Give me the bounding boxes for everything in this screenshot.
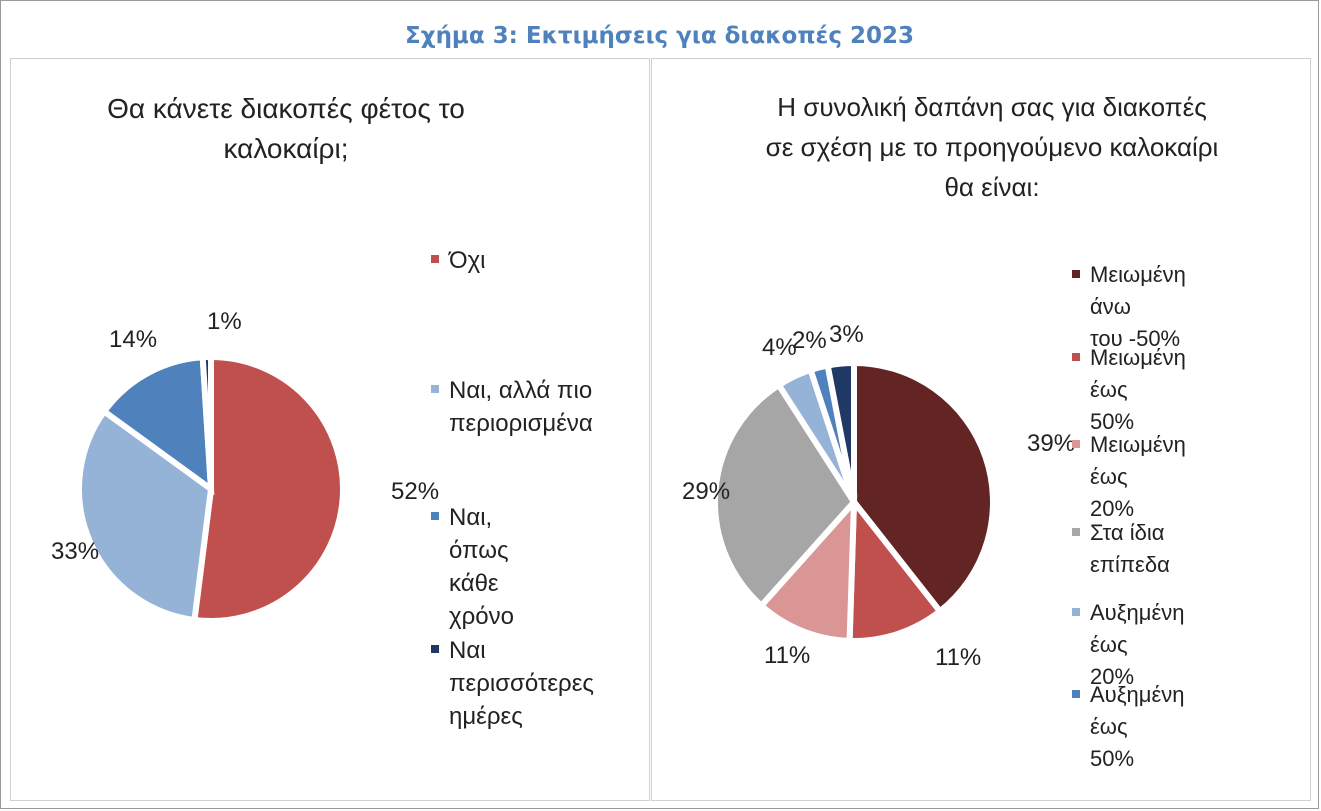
- legend-label: Ναι περισσότερες ημέρες: [449, 637, 594, 730]
- legend-swatch: [1072, 270, 1080, 278]
- legend-label: Μειωμένη έως 20%: [1090, 432, 1186, 521]
- legend-swatch: [431, 385, 439, 393]
- pie-slice-vacation-1: [191, 353, 346, 624]
- legend-item-vacation-4: Ναι περισσότερες ημέρες: [431, 634, 594, 733]
- legend-label: Όχι: [449, 247, 486, 274]
- legend-item-vacation-3: Ναι, όπως κάθε χρόνο: [431, 501, 514, 633]
- pie-slice-vacation-3: [100, 354, 215, 496]
- data-label-spending-7: 3%: [829, 321, 864, 348]
- chart-title-vacation: Θα κάνετε διακοπές φέτος το καλοκαίρι;: [107, 93, 465, 164]
- data-label-vacation-2: 33%: [51, 538, 99, 565]
- legend-item-vacation-1: Όχι: [431, 244, 486, 277]
- legend-swatch: [1072, 440, 1080, 448]
- legend-label: Μειωμένη άνω του -50%: [1090, 262, 1186, 351]
- legend-item-spending-3: Μειωμένη έως 20%: [1072, 429, 1186, 525]
- legend-item-spending-6: Αυξημένη έως 50%: [1072, 679, 1185, 775]
- data-label-spending-5: 4%: [762, 334, 797, 361]
- legend-item-vacation-2: Ναι, αλλά πιο περιορισμένα: [431, 374, 593, 440]
- legend-swatch: [1072, 353, 1080, 361]
- figure-title: Σχήμα 3: Εκτιμήσεις για διακοπές 2023: [405, 23, 914, 49]
- data-label-vacation-4: 1%: [207, 308, 242, 335]
- legend-item-spending-1: Μειωμένη άνω του -50%: [1072, 259, 1186, 355]
- pie-slice-spending-3: [757, 493, 858, 645]
- legend-swatch: [431, 645, 439, 653]
- pie-chart-spending: 39% 11% 11% 29% 4%2% 3%: [682, 321, 1075, 671]
- legend-label: Ναι, αλλά πιο περιορισμένα: [449, 377, 593, 437]
- legend-label: Ναι, όπως κάθε χρόνο: [449, 504, 514, 630]
- data-label-spending-2: 11%: [935, 644, 981, 671]
- chart-title-spending: Η συνολική δαπάνη σας για διακοπές σε σχ…: [765, 92, 1219, 202]
- legend-swatch: [1072, 608, 1080, 616]
- legend-item-spending-2: Μειωμένη έως 50%: [1072, 342, 1186, 438]
- pie-chart-vacation: 52% 33% 14% 1%: [51, 308, 439, 624]
- chart-panel-vacation: Θα κάνετε διακοπές φέτος το καλοκαίρι; 5…: [10, 58, 650, 801]
- pie-slice-vacation-4: [199, 353, 214, 490]
- legend-swatch: [1072, 690, 1080, 698]
- pie-slice-spending-2: [846, 493, 945, 644]
- data-label-spending-3: 11%: [764, 642, 810, 669]
- legend-label: Αυξημένη έως 20%: [1090, 600, 1185, 689]
- chart-panel-spending: Η συνολική δαπάνη σας για διακοπές σε σχ…: [651, 58, 1311, 801]
- legend-label: Στα ίδια επίπεδα: [1090, 520, 1170, 577]
- data-label-spending-1: 39%: [1027, 430, 1075, 457]
- data-label-vacation-3: 14%: [109, 326, 157, 353]
- pie-slice-spending-1: [851, 359, 996, 616]
- legend-label: Αυξημένη έως 50%: [1090, 682, 1185, 771]
- data-label-vacation-1: 52%: [391, 478, 439, 505]
- pie-slice-spending-4: [712, 380, 858, 610]
- data-label-spending-4: 29%: [682, 478, 730, 505]
- legend-swatch: [431, 512, 439, 520]
- legend-label: Μειωμένη έως 50%: [1090, 345, 1186, 434]
- data-label-spending-6: 2%: [792, 327, 827, 354]
- legend-swatch: [1072, 528, 1080, 536]
- pie-slice-vacation-2: [76, 407, 215, 624]
- pie-slice-spending-7: [824, 359, 857, 503]
- legend-swatch: [431, 255, 439, 263]
- legend-item-spending-5: Αυξημένη έως 20%: [1072, 597, 1185, 693]
- legend-item-spending-4: Στα ίδια επίπεδα: [1072, 517, 1170, 581]
